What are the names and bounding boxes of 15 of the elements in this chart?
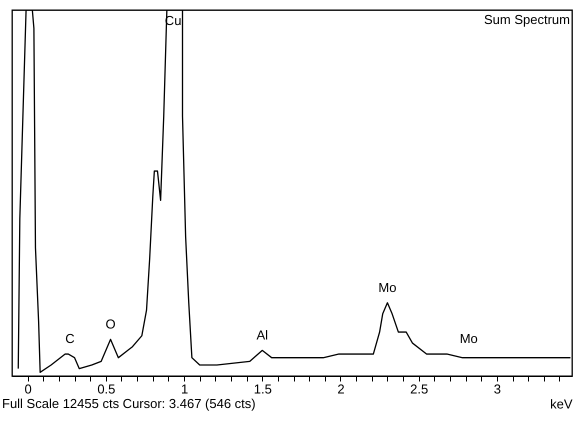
x-tick-label: 0.5 <box>97 382 116 396</box>
annotation: O <box>105 316 116 332</box>
x-tick-label: 0 <box>24 382 32 396</box>
annotation: Mo <box>460 331 478 346</box>
x-axis-title: keV <box>550 396 573 412</box>
chart-title: Sum Spectrum <box>484 12 570 27</box>
x-tick-label: 1.5 <box>254 382 272 396</box>
x-tick-label: 1 <box>180 382 188 396</box>
annotation: Mo <box>378 280 396 295</box>
annotation: Al <box>256 327 268 342</box>
x-tick-label: 3 <box>494 382 502 396</box>
x-tick-label: 2.5 <box>410 382 428 396</box>
annotation: C <box>65 331 75 346</box>
x-tick-label: 2 <box>337 382 345 396</box>
text: Full Scale 12455 cts Cursor: 3.467 (546 cts) <box>2 396 256 411</box>
